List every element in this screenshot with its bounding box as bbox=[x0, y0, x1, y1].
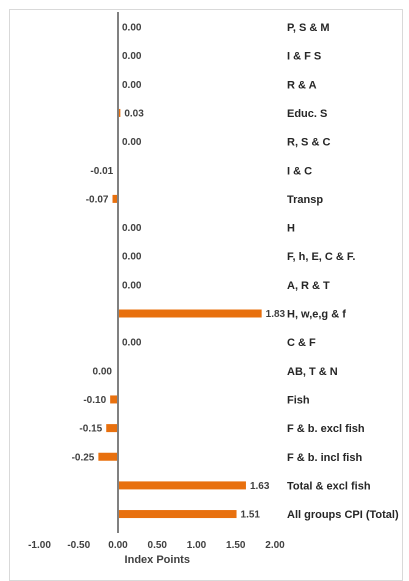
data-label: 0.00 bbox=[122, 51, 142, 62]
category-label: H bbox=[287, 223, 295, 235]
bar bbox=[118, 510, 237, 519]
category-label: F & b. incl fish bbox=[287, 452, 362, 464]
category-label: F & b. excl fish bbox=[287, 423, 365, 435]
bar bbox=[106, 424, 118, 433]
data-label: 0.00 bbox=[122, 80, 142, 91]
bars-group bbox=[98, 108, 262, 519]
data-label: -0.10 bbox=[83, 395, 106, 406]
data-label: -0.07 bbox=[86, 194, 109, 205]
category-label: C & F bbox=[287, 337, 316, 349]
data-label: 0.00 bbox=[122, 280, 142, 291]
category-label: F, h, E, C & F. bbox=[287, 251, 355, 263]
category-label: A, R & T bbox=[287, 280, 330, 292]
data-label: 0.00 bbox=[122, 23, 142, 34]
data-label: 0.03 bbox=[124, 108, 144, 119]
category-label: Transp bbox=[287, 194, 323, 206]
category-label: P, S & M bbox=[287, 22, 330, 34]
category-label: I & C bbox=[287, 165, 312, 177]
bar bbox=[112, 194, 118, 203]
x-tick-label: 0.50 bbox=[148, 540, 168, 551]
category-label: R, S & C bbox=[287, 137, 330, 149]
category-label: Fish bbox=[287, 394, 310, 406]
category-label: AB, T & N bbox=[287, 366, 338, 378]
bar bbox=[118, 309, 262, 318]
category-label: R & A bbox=[287, 79, 317, 91]
x-tick-label: 1.50 bbox=[226, 540, 246, 551]
data-label: -0.01 bbox=[90, 166, 113, 177]
data-label: 0.00 bbox=[122, 338, 142, 349]
data-label: 1.51 bbox=[241, 510, 261, 521]
data-label: 0.00 bbox=[122, 252, 142, 263]
category-label: H, w,e,g & f bbox=[287, 309, 346, 321]
data-label: 0.00 bbox=[122, 137, 142, 148]
category-label: All groups CPI (Total) bbox=[287, 509, 399, 521]
category-label: I & F S bbox=[287, 51, 321, 63]
x-axis-title: Index Points bbox=[125, 554, 190, 566]
data-label: -0.25 bbox=[72, 452, 95, 463]
data-label: 1.63 bbox=[250, 481, 270, 492]
data-label: 0.00 bbox=[122, 223, 142, 234]
bar bbox=[118, 481, 246, 490]
data-label: 1.83 bbox=[266, 309, 286, 320]
bar-chart: 0.00 0.00 0.00 0.03 0.00 -0.01 -0.07 0.00 0.00 0.… bbox=[28, 12, 399, 566]
bar bbox=[110, 395, 118, 404]
x-tick-label: -0.50 bbox=[67, 540, 90, 551]
bar bbox=[98, 452, 118, 461]
bar bbox=[118, 108, 121, 117]
x-axis-ticks-group: -1.00 -0.50 0.00 0.50 1.00 1.50 2.00 bbox=[28, 540, 285, 551]
x-tick-label: 0.00 bbox=[108, 540, 128, 551]
category-label: Educ. S bbox=[287, 108, 327, 120]
value-labels-group: 0.00 0.00 0.00 0.03 0.00 -0.01 -0.07 0.00 0.00 0.… bbox=[72, 23, 286, 521]
category-label: Total & excl fish bbox=[287, 480, 371, 492]
category-labels-group: P, S & M I & F S R & A Educ. S R, S & C I & C… bbox=[287, 22, 399, 521]
x-tick-label: -1.00 bbox=[28, 540, 51, 551]
x-tick-label: 2.00 bbox=[265, 540, 285, 551]
data-label: -0.15 bbox=[79, 424, 102, 435]
x-tick-label: 1.00 bbox=[187, 540, 207, 551]
data-label: 0.00 bbox=[93, 366, 113, 377]
